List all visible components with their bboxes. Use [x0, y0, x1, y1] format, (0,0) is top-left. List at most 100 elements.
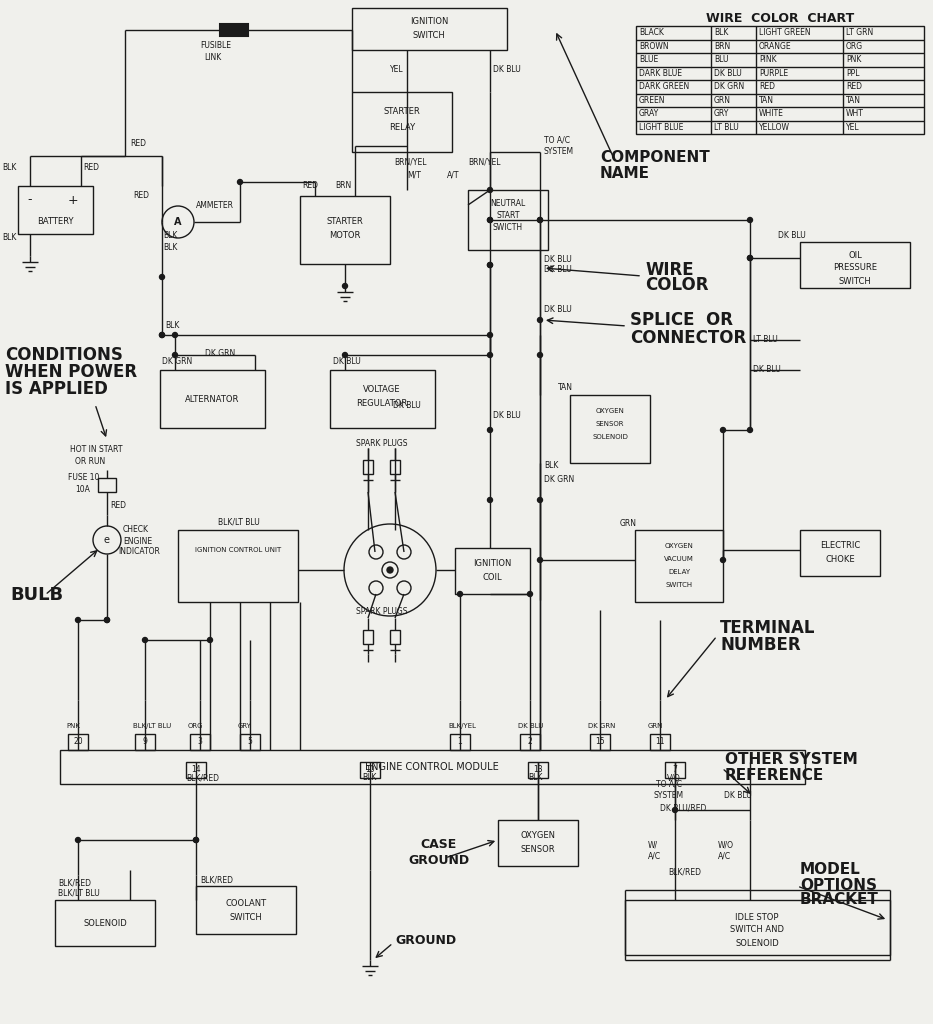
- Circle shape: [488, 333, 493, 338]
- Text: DK BLU: DK BLU: [518, 723, 543, 729]
- Text: LIGHT GREEN: LIGHT GREEN: [759, 29, 811, 37]
- Text: FUSE 10: FUSE 10: [68, 473, 100, 482]
- Circle shape: [342, 284, 347, 289]
- Text: W/: W/: [648, 841, 658, 850]
- Text: -: -: [28, 194, 33, 207]
- Circle shape: [488, 427, 493, 432]
- Text: A/C: A/C: [648, 852, 661, 860]
- Text: DK GRN: DK GRN: [714, 82, 745, 91]
- Text: SOLENOID: SOLENOID: [592, 434, 628, 440]
- Circle shape: [488, 262, 493, 267]
- Circle shape: [527, 592, 533, 597]
- Text: SWITCH AND: SWITCH AND: [730, 926, 784, 935]
- Text: START: START: [496, 212, 520, 220]
- Bar: [800, 242, 910, 288]
- Text: PNK: PNK: [66, 723, 80, 729]
- Text: DK BLU: DK BLU: [778, 231, 806, 241]
- Text: BLK: BLK: [362, 773, 376, 782]
- Text: WIRE  COLOR  CHART: WIRE COLOR CHART: [706, 11, 854, 25]
- Text: BLK/LT BLU: BLK/LT BLU: [58, 889, 100, 897]
- Bar: [650, 734, 670, 750]
- Text: TAN: TAN: [759, 96, 774, 104]
- Circle shape: [104, 617, 109, 623]
- Text: IGNITION: IGNITION: [473, 558, 511, 567]
- Text: OIL: OIL: [848, 251, 862, 259]
- Text: RELAY: RELAY: [389, 123, 415, 131]
- Text: DK BLU: DK BLU: [333, 357, 361, 367]
- Text: SWITCH: SWITCH: [412, 31, 445, 40]
- Text: GROUND: GROUND: [408, 853, 469, 866]
- Circle shape: [76, 838, 80, 843]
- Bar: [352, 8, 507, 50]
- Text: GRY: GRY: [238, 723, 252, 729]
- Text: DK BLU: DK BLU: [393, 400, 421, 410]
- Text: BLK: BLK: [528, 773, 542, 782]
- Circle shape: [104, 617, 109, 623]
- Bar: [135, 734, 155, 750]
- Text: CHECK: CHECK: [123, 525, 149, 535]
- Text: BLK: BLK: [163, 244, 177, 253]
- Text: M/T: M/T: [407, 171, 421, 179]
- Text: SPARK PLUGS: SPARK PLUGS: [356, 438, 408, 447]
- Text: 20: 20: [73, 737, 83, 746]
- Bar: [635, 530, 723, 602]
- Circle shape: [537, 352, 542, 357]
- Text: ENGINE: ENGINE: [123, 537, 152, 546]
- Text: BLK/LT BLU: BLK/LT BLU: [133, 723, 172, 729]
- Text: BLK: BLK: [714, 29, 729, 37]
- Text: VOLTAGE: VOLTAGE: [363, 385, 401, 394]
- Bar: [352, 92, 452, 152]
- Text: SENSOR: SENSOR: [596, 421, 624, 427]
- Text: WHEN POWER: WHEN POWER: [5, 362, 137, 381]
- Circle shape: [457, 592, 463, 597]
- Text: BRN: BRN: [335, 181, 351, 190]
- Circle shape: [720, 427, 726, 432]
- Circle shape: [488, 187, 493, 193]
- Circle shape: [488, 217, 493, 222]
- Text: DELAY: DELAY: [668, 569, 690, 575]
- Bar: [450, 734, 470, 750]
- Circle shape: [193, 838, 199, 843]
- Bar: [55, 900, 155, 946]
- Circle shape: [207, 638, 213, 642]
- Text: DARK GREEN: DARK GREEN: [639, 82, 689, 91]
- Bar: [178, 530, 298, 602]
- Text: CASE: CASE: [420, 839, 456, 852]
- Text: HOT IN START: HOT IN START: [70, 445, 122, 455]
- Circle shape: [488, 498, 493, 503]
- Text: BROWN: BROWN: [639, 42, 669, 51]
- Text: NEUTRAL: NEUTRAL: [491, 200, 525, 209]
- Text: AMMETER: AMMETER: [196, 202, 234, 211]
- Bar: [390, 460, 400, 474]
- Text: REGULATOR: REGULATOR: [356, 399, 408, 409]
- Circle shape: [238, 179, 243, 184]
- Text: DK BLU: DK BLU: [714, 69, 742, 78]
- Text: 3: 3: [198, 737, 202, 746]
- Text: RED: RED: [133, 191, 149, 201]
- Text: IDLE STOP: IDLE STOP: [735, 912, 779, 922]
- Text: SWITCH: SWITCH: [839, 276, 871, 286]
- Text: ELECTRIC: ELECTRIC: [820, 541, 860, 550]
- Text: PRESSURE: PRESSURE: [833, 263, 877, 272]
- Text: DARK BLUE: DARK BLUE: [639, 69, 682, 78]
- Circle shape: [747, 256, 753, 260]
- Text: BRN: BRN: [714, 42, 731, 51]
- Circle shape: [488, 352, 493, 357]
- Text: TERMINAL: TERMINAL: [720, 618, 815, 637]
- Text: TAN: TAN: [558, 383, 573, 391]
- Text: VACUUM: VACUUM: [664, 556, 694, 562]
- Text: PNK: PNK: [846, 55, 861, 65]
- Text: DK GRN: DK GRN: [162, 357, 192, 367]
- Text: STARTER: STARTER: [383, 108, 421, 117]
- Text: COLOR: COLOR: [645, 276, 708, 294]
- Circle shape: [537, 498, 542, 503]
- Bar: [363, 630, 373, 644]
- Text: DK GRN: DK GRN: [544, 475, 574, 484]
- Text: RED: RED: [130, 139, 146, 148]
- Circle shape: [537, 217, 542, 222]
- Text: DK BLU/RED: DK BLU/RED: [660, 804, 706, 812]
- Bar: [240, 734, 260, 750]
- Text: RED: RED: [846, 82, 862, 91]
- Text: ORANGE: ORANGE: [759, 42, 791, 51]
- Text: A/C: A/C: [718, 852, 731, 860]
